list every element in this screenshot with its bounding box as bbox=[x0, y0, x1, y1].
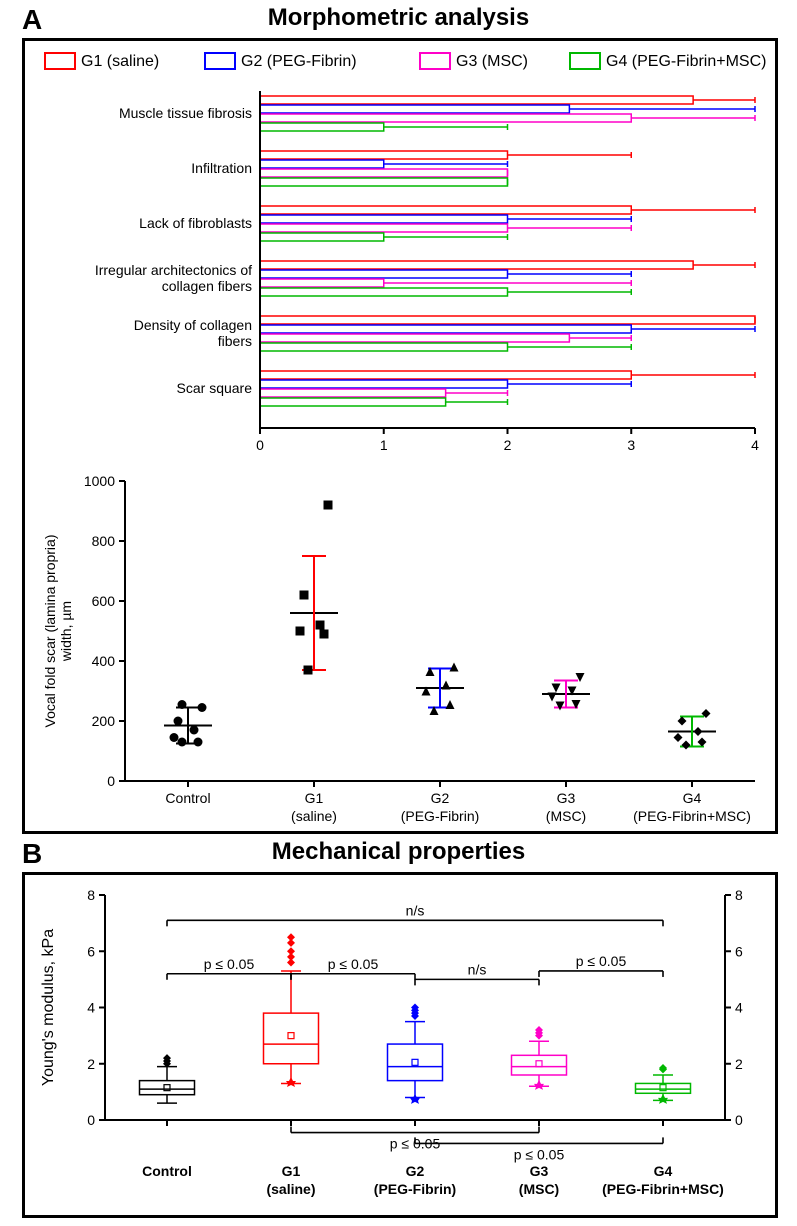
svg-text:Young's modulus, kPa: Young's modulus, kPa bbox=[40, 929, 57, 1086]
svg-text:6: 6 bbox=[87, 943, 95, 959]
svg-text:G4: G4 bbox=[654, 1163, 673, 1179]
svg-text:Infiltration: Infiltration bbox=[191, 160, 252, 176]
svg-text:(saline): (saline) bbox=[291, 808, 337, 824]
panel-b-title: Mechanical properties bbox=[0, 838, 797, 866]
svg-text:G3: G3 bbox=[530, 1163, 549, 1179]
svg-text:G2: G2 bbox=[406, 1163, 425, 1179]
svg-text:0: 0 bbox=[735, 1112, 743, 1128]
svg-text:4: 4 bbox=[87, 1000, 95, 1016]
svg-text:400: 400 bbox=[92, 653, 116, 669]
svg-text:G4 (PEG-Fibrin+MSC): G4 (PEG-Fibrin+MSC) bbox=[606, 53, 766, 70]
panel-b-box: 0 0 2 2 4 4 6 6 8 8 Young's modulus, kPa Control G1 (… bbox=[22, 872, 778, 1218]
svg-text:G1: G1 bbox=[282, 1163, 301, 1179]
svg-text:4: 4 bbox=[735, 1000, 743, 1016]
svg-text:8: 8 bbox=[87, 887, 95, 903]
svg-text:4: 4 bbox=[751, 437, 759, 453]
svg-text:G2: G2 bbox=[431, 790, 450, 806]
panel-a-title: Morphometric analysis bbox=[0, 4, 797, 32]
svg-text:G3: G3 bbox=[557, 790, 576, 806]
svg-text:(PEG-Fibrin+MSC): (PEG-Fibrin+MSC) bbox=[633, 808, 751, 824]
svg-text:(MSC): (MSC) bbox=[546, 808, 586, 824]
svg-text:6: 6 bbox=[735, 943, 743, 959]
svg-text:0: 0 bbox=[256, 437, 264, 453]
page-root: A Morphometric analysis G1 (saline)G2 (P… bbox=[0, 0, 797, 1226]
svg-text:collagen fibers: collagen fibers bbox=[162, 278, 252, 294]
svg-text:2: 2 bbox=[735, 1056, 743, 1072]
svg-text:(MSC): (MSC) bbox=[519, 1181, 559, 1197]
svg-text:8: 8 bbox=[735, 887, 743, 903]
svg-text:Scar square: Scar square bbox=[177, 380, 253, 396]
svg-text:2: 2 bbox=[504, 437, 512, 453]
svg-text:n/s: n/s bbox=[468, 961, 487, 977]
svg-text:Control: Control bbox=[142, 1163, 192, 1179]
svg-text:Muscle tissue fibrosis: Muscle tissue fibrosis bbox=[119, 105, 252, 121]
svg-text:G2 (PEG-Fibrin): G2 (PEG-Fibrin) bbox=[241, 53, 357, 70]
svg-text:1: 1 bbox=[380, 437, 388, 453]
svg-text:2: 2 bbox=[87, 1056, 95, 1072]
svg-text:800: 800 bbox=[92, 533, 116, 549]
svg-text:Lack of fibroblasts: Lack of fibroblasts bbox=[139, 215, 252, 231]
svg-text:G3 (MSC): G3 (MSC) bbox=[456, 53, 528, 70]
svg-text:p ≤ 0.05: p ≤ 0.05 bbox=[204, 956, 255, 972]
svg-text:0: 0 bbox=[107, 773, 115, 789]
svg-text:0: 0 bbox=[87, 1112, 95, 1128]
svg-text:G4: G4 bbox=[683, 790, 702, 806]
svg-text:(PEG-Fibrin): (PEG-Fibrin) bbox=[401, 808, 480, 824]
svg-text:3: 3 bbox=[627, 437, 635, 453]
svg-text:(PEG-Fibrin+MSC): (PEG-Fibrin+MSC) bbox=[602, 1181, 724, 1197]
svg-text:(saline): (saline) bbox=[266, 1181, 315, 1197]
panel-a-box: G1 (saline) G2 (PEG-Fibrin) G3 (MSC) G4 (PE… bbox=[22, 38, 778, 834]
svg-text:(PEG-Fibrin): (PEG-Fibrin) bbox=[374, 1181, 456, 1197]
svg-text:1000: 1000 bbox=[84, 473, 115, 489]
panel-b-svg: 0 0 2 2 4 4 6 6 8 8 Young's modulus, kPa Control G1 (… bbox=[25, 875, 775, 1215]
svg-text:p ≤ 0.05: p ≤ 0.05 bbox=[328, 956, 379, 972]
svg-text:600: 600 bbox=[92, 593, 116, 609]
svg-text:Vocal fold scar (lamina propri: Vocal fold scar (lamina propria) bbox=[42, 535, 58, 728]
svg-text:Density of collagen: Density of collagen bbox=[134, 317, 252, 333]
svg-text:Control: Control bbox=[165, 790, 210, 806]
svg-text:width, µm: width, µm bbox=[58, 601, 74, 662]
svg-text:G1: G1 bbox=[305, 790, 324, 806]
svg-text:p ≤ 0.05: p ≤ 0.05 bbox=[514, 1146, 565, 1162]
svg-text:G1 (saline): G1 (saline) bbox=[81, 53, 159, 70]
panel-a-svg: G1 (saline) G2 (PEG-Fibrin) G3 (MSC) G4 (PE… bbox=[25, 41, 775, 831]
svg-text:200: 200 bbox=[92, 713, 116, 729]
svg-text:p ≤ 0.05: p ≤ 0.05 bbox=[576, 953, 627, 969]
svg-text:n/s: n/s bbox=[406, 902, 425, 918]
svg-text:Irregular architectonics of: Irregular architectonics of bbox=[95, 262, 252, 278]
svg-text:fibers: fibers bbox=[218, 333, 252, 349]
